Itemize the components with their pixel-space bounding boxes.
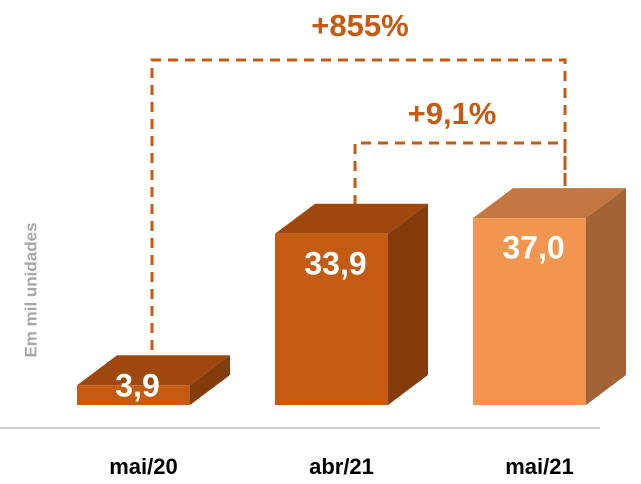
bar-side	[388, 203, 428, 405]
value-label: 33,9	[304, 245, 366, 281]
bar	[473, 218, 586, 405]
bar-side	[190, 355, 230, 405]
x-tick-label: mai/21	[505, 454, 574, 479]
bar	[275, 233, 388, 405]
bracket	[353, 141, 567, 205]
bracket	[150, 58, 567, 350]
x-tick-label: abr/21	[309, 454, 374, 479]
annotation: +855%	[311, 8, 408, 43]
brackets	[150, 58, 567, 350]
annotation: +9,1%	[408, 96, 497, 131]
x-tick-label: mai/20	[109, 454, 178, 479]
bar-top	[77, 355, 230, 386]
bar-top	[473, 188, 626, 219]
bar-side	[586, 188, 626, 405]
bar-top	[275, 203, 428, 234]
value-label: 37,0	[502, 230, 564, 266]
value-label: 3,9	[115, 367, 159, 403]
y-axis-label: Em mil unidades	[21, 222, 40, 357]
bar	[77, 385, 190, 405]
